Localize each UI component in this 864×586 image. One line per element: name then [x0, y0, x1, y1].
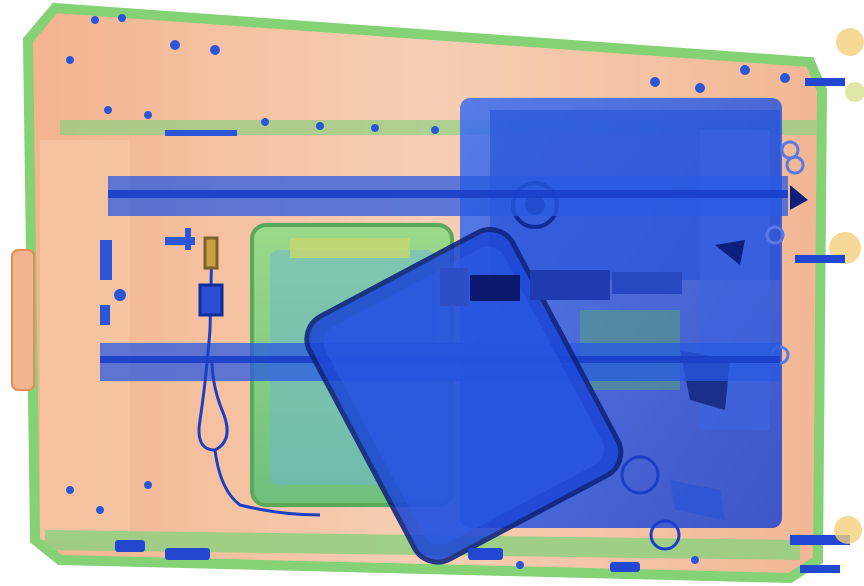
- connector-core: [440, 268, 682, 306]
- handle-assembly-right: [790, 28, 864, 573]
- suitcase-rivets: [66, 14, 790, 569]
- left-brackets: [100, 130, 237, 325]
- suitcase-feet: [115, 540, 640, 572]
- charging-cable: [197, 236, 321, 517]
- tablet-device: [304, 227, 624, 565]
- suitcase-frame-rail-upper: [108, 176, 788, 216]
